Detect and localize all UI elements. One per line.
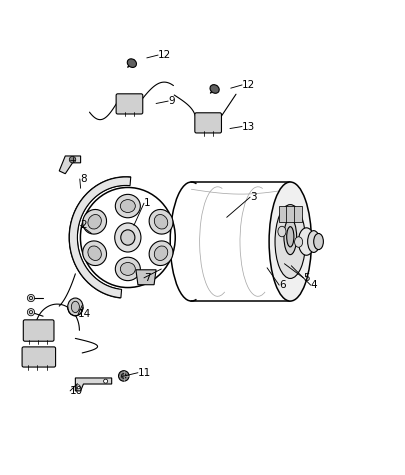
Text: 3: 3 [250, 192, 257, 202]
Ellipse shape [298, 228, 315, 255]
Text: 13: 13 [242, 122, 255, 132]
Ellipse shape [71, 301, 79, 313]
Ellipse shape [104, 379, 108, 383]
Ellipse shape [76, 385, 80, 389]
Ellipse shape [27, 294, 34, 302]
Text: 14: 14 [78, 309, 92, 319]
Text: 12: 12 [242, 80, 255, 90]
Ellipse shape [154, 215, 168, 229]
Ellipse shape [210, 85, 219, 93]
Text: 1: 1 [144, 198, 151, 208]
Ellipse shape [69, 156, 76, 163]
Text: 11: 11 [138, 368, 151, 378]
Ellipse shape [284, 219, 296, 255]
Text: 5: 5 [303, 273, 310, 283]
Text: 9: 9 [168, 96, 175, 106]
Ellipse shape [314, 234, 323, 249]
Ellipse shape [121, 230, 135, 245]
Ellipse shape [149, 241, 173, 266]
FancyBboxPatch shape [116, 94, 143, 114]
FancyBboxPatch shape [195, 113, 222, 133]
Ellipse shape [115, 257, 141, 281]
Polygon shape [75, 378, 112, 391]
Ellipse shape [269, 182, 311, 301]
Text: 4: 4 [311, 280, 317, 290]
Ellipse shape [154, 246, 168, 260]
Text: 8: 8 [80, 174, 86, 184]
Ellipse shape [120, 200, 135, 212]
Text: 2: 2 [81, 220, 87, 230]
Text: 12: 12 [158, 50, 171, 60]
Ellipse shape [115, 194, 141, 218]
Ellipse shape [275, 205, 305, 278]
Polygon shape [69, 177, 131, 298]
Polygon shape [136, 270, 156, 285]
Ellipse shape [88, 215, 101, 229]
Ellipse shape [83, 209, 107, 234]
Text: 6: 6 [279, 280, 286, 290]
FancyBboxPatch shape [23, 320, 54, 341]
Ellipse shape [278, 226, 286, 237]
Ellipse shape [122, 373, 126, 379]
Ellipse shape [294, 237, 303, 247]
Text: 10: 10 [70, 386, 83, 396]
Bar [279, 206, 302, 222]
Ellipse shape [68, 298, 83, 316]
Ellipse shape [308, 231, 320, 252]
Ellipse shape [115, 223, 141, 252]
Polygon shape [59, 156, 81, 174]
Ellipse shape [287, 227, 294, 247]
FancyBboxPatch shape [22, 347, 55, 367]
Ellipse shape [88, 246, 101, 260]
Text: 7: 7 [144, 273, 151, 283]
Ellipse shape [149, 209, 173, 234]
Ellipse shape [119, 370, 129, 381]
Ellipse shape [27, 309, 34, 316]
Ellipse shape [127, 59, 136, 67]
Ellipse shape [83, 241, 107, 266]
Ellipse shape [120, 263, 135, 275]
